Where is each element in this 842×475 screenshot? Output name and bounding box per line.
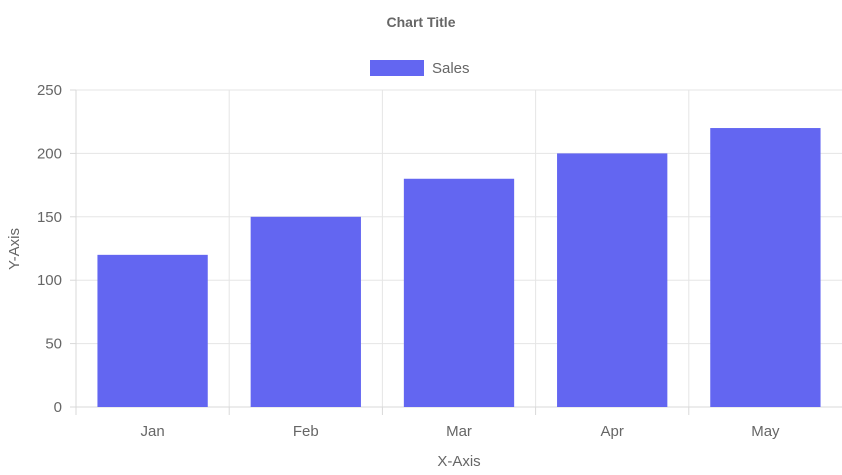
y-tick-label-0: 0 [54,399,62,416]
y-tick-label-200: 200 [37,145,62,162]
y-axis-title: Y-Axis [6,228,23,270]
chart-title: Chart Title [387,14,456,30]
tick-labels: 0 50 100 150 200 250 Jan Feb Mar Apr May [37,82,780,440]
y-tick-label-100: 100 [37,272,62,289]
legend-label-sales[interactable]: Sales [432,60,470,77]
bar-apr[interactable] [557,153,668,407]
x-tick-label-feb: Feb [293,423,319,440]
legend[interactable]: Sales [370,60,470,77]
x-tick-label-mar: Mar [446,423,472,440]
bar-jan[interactable] [97,254,208,407]
x-tick-label-jan: Jan [141,423,165,440]
bar-mar[interactable] [403,178,515,407]
x-tick-label-apr: Apr [601,423,624,440]
y-tick-label-50: 50 [45,336,62,353]
bars [97,128,821,408]
y-tick-label-250: 250 [37,82,62,99]
legend-swatch-sales[interactable] [370,60,424,76]
bar-may[interactable] [710,128,821,408]
x-axis-title: X-Axis [437,453,480,470]
x-tick-label-may: May [751,423,780,440]
y-tick-label-150: 150 [37,209,62,226]
bar-feb[interactable] [250,216,361,407]
